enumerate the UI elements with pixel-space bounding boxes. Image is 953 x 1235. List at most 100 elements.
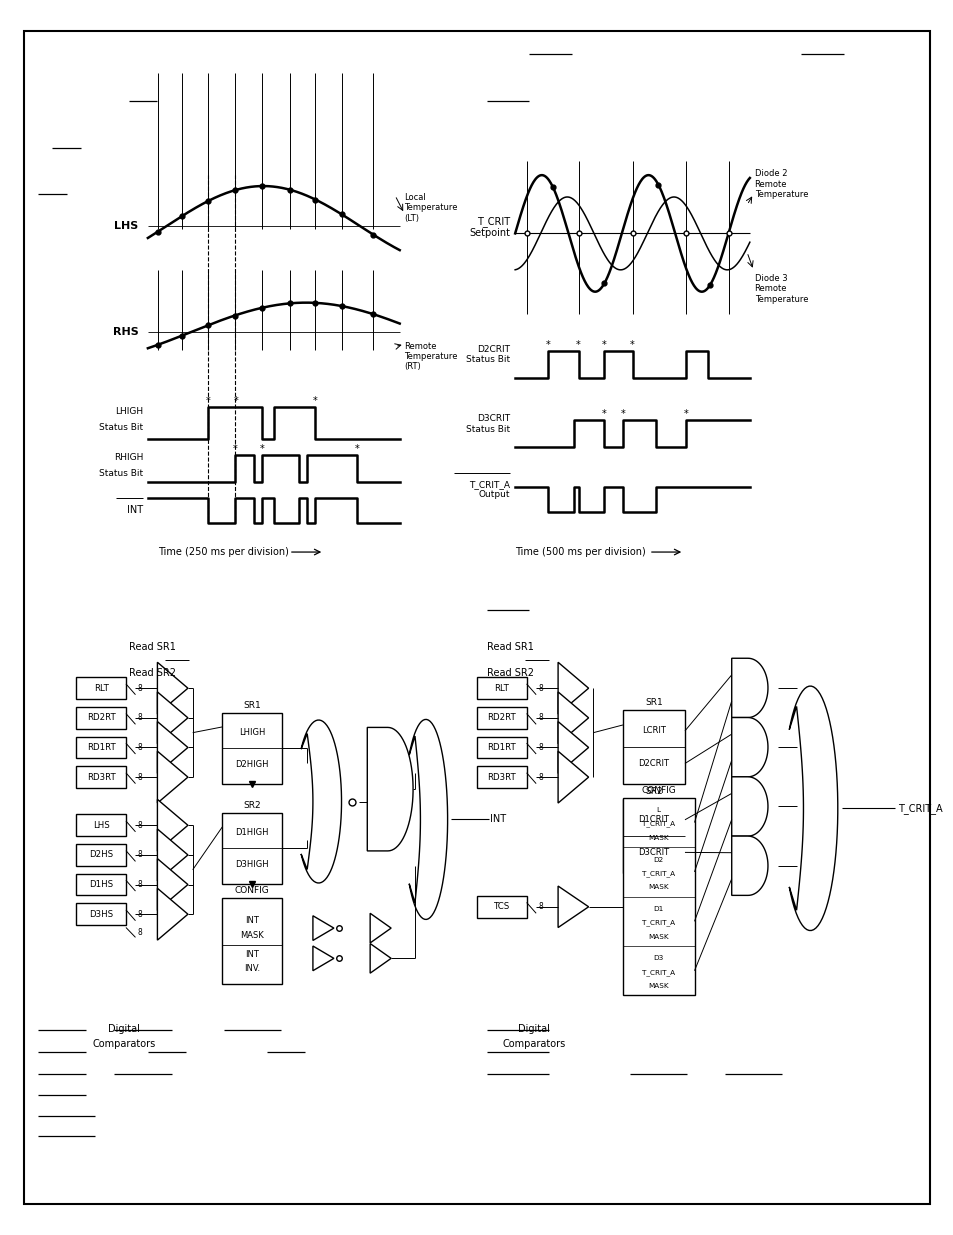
Polygon shape	[313, 916, 334, 941]
Polygon shape	[157, 858, 188, 910]
Text: CONFIG: CONFIG	[640, 785, 676, 795]
Text: 8: 8	[137, 927, 142, 937]
Text: Digital: Digital	[517, 1024, 550, 1034]
Text: 8: 8	[137, 910, 142, 919]
Bar	[76, 904, 126, 925]
Text: Diode 3
Remote
Temperature: Diode 3 Remote Temperature	[754, 274, 807, 304]
Text: Read SR1: Read SR1	[486, 642, 533, 652]
Text: MASK: MASK	[648, 835, 668, 841]
Polygon shape	[157, 799, 188, 851]
Text: D2HS: D2HS	[89, 851, 113, 860]
Bar	[622, 710, 684, 784]
Text: MASK: MASK	[648, 934, 668, 940]
Text: D3HIGH: D3HIGH	[235, 860, 269, 868]
Polygon shape	[788, 687, 837, 930]
Text: LCRIT: LCRIT	[641, 726, 665, 735]
Polygon shape	[731, 777, 767, 836]
Text: 8: 8	[137, 714, 142, 722]
Text: Read SR2: Read SR2	[486, 668, 533, 678]
Polygon shape	[370, 914, 391, 944]
Text: D3: D3	[653, 956, 663, 961]
Text: 8: 8	[137, 881, 142, 889]
Text: Local
Temperature
(LT): Local Temperature (LT)	[404, 193, 457, 222]
Text: *: *	[620, 409, 625, 419]
Text: T_CRIT_A: T_CRIT_A	[641, 919, 675, 926]
Text: L: L	[656, 808, 660, 813]
Text: *: *	[233, 395, 238, 405]
Text: D1HS: D1HS	[89, 881, 113, 889]
Text: Comparators: Comparators	[502, 1039, 565, 1049]
Polygon shape	[558, 721, 588, 773]
Bar	[76, 874, 126, 895]
Text: D1: D1	[653, 906, 663, 911]
Polygon shape	[157, 662, 188, 714]
Polygon shape	[558, 885, 588, 927]
Text: RLT: RLT	[494, 684, 509, 693]
Text: INT: INT	[245, 950, 259, 958]
Text: T_CRIT_A: T_CRIT_A	[641, 820, 675, 827]
Text: INT: INT	[127, 505, 143, 515]
Polygon shape	[409, 720, 447, 919]
Text: SR1: SR1	[243, 700, 261, 710]
Polygon shape	[731, 836, 767, 895]
Text: T_CRIT_A: T_CRIT_A	[641, 968, 675, 976]
Text: Time (500 ms per division): Time (500 ms per division)	[515, 547, 645, 557]
Text: *: *	[355, 443, 359, 453]
Text: CONFIG: CONFIG	[234, 885, 270, 895]
Text: RD3RT: RD3RT	[87, 773, 115, 782]
Polygon shape	[157, 692, 188, 743]
Text: D1CRIT: D1CRIT	[638, 815, 669, 824]
Text: RD2RT: RD2RT	[487, 714, 516, 722]
Text: 8: 8	[137, 773, 142, 782]
Text: LHS: LHS	[114, 221, 138, 231]
Text: MASK: MASK	[240, 930, 264, 940]
Polygon shape	[558, 662, 588, 714]
Text: *: *	[206, 395, 211, 405]
Text: Read SR2: Read SR2	[129, 668, 175, 678]
Text: D2: D2	[653, 857, 663, 862]
Text: D2HIGH: D2HIGH	[235, 760, 269, 768]
Text: 8: 8	[137, 821, 142, 830]
Text: D1HIGH: D1HIGH	[235, 829, 269, 837]
Text: SR1: SR1	[644, 698, 662, 708]
Polygon shape	[157, 829, 188, 881]
Polygon shape	[558, 692, 588, 743]
Text: RHIGH: RHIGH	[113, 453, 143, 462]
Text: 8: 8	[537, 684, 542, 693]
Text: INV.: INV.	[244, 965, 260, 973]
Text: D2CRIT: D2CRIT	[638, 760, 669, 768]
Text: D3HS: D3HS	[89, 910, 113, 919]
Bar	[476, 897, 526, 918]
Polygon shape	[157, 751, 188, 803]
Bar	[476, 736, 526, 758]
Text: INT: INT	[490, 814, 506, 825]
Text: *: *	[601, 340, 606, 350]
Bar	[76, 706, 126, 729]
Bar	[76, 815, 126, 836]
Polygon shape	[313, 946, 334, 971]
Text: MASK: MASK	[648, 983, 668, 989]
Text: Digital: Digital	[108, 1024, 140, 1034]
Bar	[222, 898, 282, 984]
Text: 8: 8	[537, 773, 542, 782]
Text: RLT: RLT	[93, 684, 109, 693]
Text: Time (250 ms per division): Time (250 ms per division)	[158, 547, 289, 557]
Text: 8: 8	[537, 714, 542, 722]
Bar	[76, 845, 126, 866]
Polygon shape	[731, 718, 767, 777]
Text: 8: 8	[137, 851, 142, 860]
Text: LHS: LHS	[92, 821, 110, 830]
Text: RD3RT: RD3RT	[487, 773, 516, 782]
Text: *: *	[576, 340, 580, 350]
Text: *: *	[630, 340, 634, 350]
Polygon shape	[731, 658, 767, 718]
Text: *: *	[601, 409, 606, 419]
Bar	[222, 813, 282, 884]
Text: D3CRIT
Status Bit: D3CRIT Status Bit	[466, 414, 510, 433]
Text: Status Bit: Status Bit	[99, 424, 143, 432]
Bar	[76, 677, 126, 699]
Text: D2CRIT
Status Bit: D2CRIT Status Bit	[466, 345, 510, 364]
Bar	[622, 799, 684, 873]
Text: TCS: TCS	[493, 903, 510, 911]
Text: SR2: SR2	[644, 787, 662, 797]
